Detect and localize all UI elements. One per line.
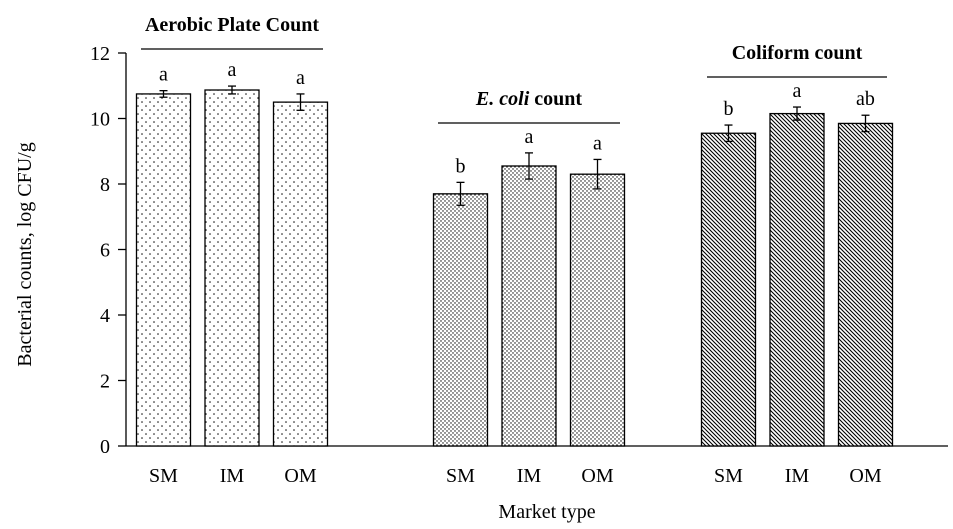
y-tick-label: 10 — [90, 109, 110, 131]
group-title-part: Coliform count — [732, 42, 863, 64]
bar — [135, 93, 192, 447]
bar — [700, 132, 757, 447]
labels: 0 2 4 6 8 10 12 Bacterial counts, log CFU/g Mark… — [14, 14, 882, 523]
x-tick-label: SM — [714, 465, 743, 487]
x-tick-label: SM — [149, 465, 178, 487]
x-tick-label: IM — [220, 465, 245, 487]
x-axis-label: Market type — [498, 501, 595, 523]
bar — [272, 101, 329, 447]
significance-letter: b — [724, 98, 734, 120]
y-tick-label: 12 — [90, 43, 110, 65]
bars — [135, 85, 894, 447]
significance-letter: b — [456, 155, 466, 177]
y-tick-label: 2 — [100, 371, 110, 393]
bar — [204, 89, 260, 447]
bar — [432, 193, 489, 447]
significance-letter: a — [159, 64, 168, 86]
group-title: E. coli count — [475, 88, 582, 110]
significance-letter: a — [296, 67, 305, 89]
y-tick-label: 6 — [100, 240, 110, 262]
significance-letter: a — [793, 80, 802, 102]
bar — [837, 122, 894, 447]
group-title: Aerobic Plate Count — [145, 14, 319, 36]
bar — [501, 165, 557, 447]
x-tick-label: IM — [517, 465, 542, 487]
bar — [769, 112, 825, 447]
group-title-part: count — [529, 88, 582, 110]
significance-letter: ab — [856, 88, 875, 110]
y-tick-label: 4 — [100, 305, 110, 327]
group-title: Coliform count — [732, 42, 863, 64]
x-tick-label: OM — [581, 465, 613, 487]
y-tick-label: 0 — [100, 436, 110, 458]
x-tick-label: SM — [446, 465, 475, 487]
y-tick-label: 8 — [100, 174, 110, 196]
significance-letter: a — [593, 132, 602, 154]
group-title-part: E. coli — [475, 88, 530, 110]
x-tick-label: OM — [284, 465, 316, 487]
x-tick-label: IM — [785, 465, 810, 487]
group-title-part: Aerobic Plate Count — [145, 14, 319, 36]
y-axis-label: Bacterial counts, log CFU/g — [14, 142, 36, 366]
significance-letter: a — [525, 126, 534, 148]
bar — [569, 173, 626, 447]
significance-letter: a — [228, 59, 237, 81]
x-tick-label: OM — [849, 465, 881, 487]
